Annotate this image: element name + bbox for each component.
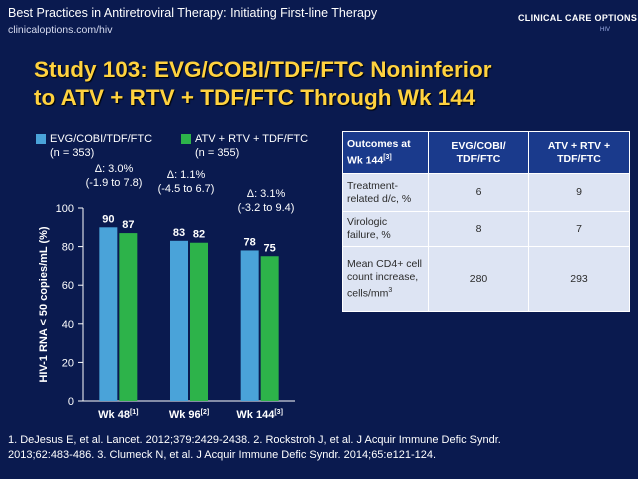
bar-value-label: 87 xyxy=(122,219,134,231)
x-category-label-text: Wk 96 xyxy=(169,409,201,421)
bar xyxy=(170,240,188,401)
x-category-ref: [3] xyxy=(274,409,283,416)
table-cell-value: 6 xyxy=(428,173,529,212)
y-tick-label: 60 xyxy=(62,280,74,292)
table-col2-line2: TDF/FTC xyxy=(557,152,601,165)
bar xyxy=(119,233,138,401)
x-category-label-text: Wk 144 xyxy=(236,409,275,421)
row-label-line1: Treatment- xyxy=(347,179,398,192)
table-cell-label: Virologic failure, % xyxy=(342,211,429,247)
table-cell-value: 280 xyxy=(428,246,529,312)
legend-swatch-atv xyxy=(181,134,191,144)
bar-value-label: 90 xyxy=(102,213,114,225)
delta-annotation: Δ: 1.1% xyxy=(167,169,206,181)
y-axis-label: HIV-1 RNA < 50 copies/mL (%) xyxy=(38,226,50,383)
slide-title-line1: Study 103: EVG/COBI/TDF/FTC Noninferior xyxy=(34,57,492,82)
bar-value-label: 82 xyxy=(193,229,205,241)
table-cell-value: 9 xyxy=(528,173,630,212)
y-tick-label: 0 xyxy=(68,396,74,408)
header-url: clinicaloptions.com/hiv xyxy=(8,24,113,36)
table-cell-value: 8 xyxy=(428,211,529,247)
legend-item-evg: EVG/COBI/TDF/FTC (n = 353) xyxy=(50,132,152,160)
x-category-label: Wk 48[1] xyxy=(98,409,138,421)
row-label-line1: Virologic xyxy=(347,216,388,228)
table-row: Mean CD4+ cell count increase, cells/mm3… xyxy=(342,246,630,312)
x-category-ref: [2] xyxy=(201,409,210,416)
table-row: Virologic failure, % 8 7 xyxy=(342,211,630,247)
table-cell-label: Mean CD4+ cell count increase, cells/mm3 xyxy=(342,246,429,312)
table-cell-label: Treatment- related d/c, % xyxy=(342,173,429,212)
table-header-line1: Outcomes at xyxy=(347,137,411,150)
legend-name-atv: ATV + RTV + TDF/FTC xyxy=(195,133,309,145)
slide-title: Study 103: EVG/COBI/TDF/FTC Noninferior … xyxy=(34,56,634,112)
table-header-outcomes: Outcomes at Wk 144[3] xyxy=(342,131,429,174)
table-header-ref: [3] xyxy=(383,153,392,161)
logo-text: CLINICAL CARE OPTIONS xyxy=(518,13,638,23)
delta-annotation: Δ: 3.0% xyxy=(95,163,134,175)
row-label-line2: failure, % xyxy=(347,229,391,241)
bar xyxy=(190,242,208,401)
delta-annotation: Δ: 3.1% xyxy=(247,188,286,200)
legend-swatch-evg xyxy=(36,134,46,144)
x-category-label: Wk 96[2] xyxy=(169,409,209,421)
footnote-line1: 1. DeJesus E, et al. Lancet. 2012;379:24… xyxy=(8,434,501,446)
outcomes-table: Outcomes at Wk 144[3] EVG/COBI/ TDF/FTC … xyxy=(342,131,630,312)
row-label-line2: cells/mm xyxy=(347,287,389,300)
table-header-line2: Wk 144 xyxy=(347,154,384,167)
x-category-label-text: Wk 48 xyxy=(98,409,130,421)
bar xyxy=(260,256,279,401)
delta-ci-annotation: (-3.2 to 9.4) xyxy=(238,202,295,214)
row-label-sup: 3 xyxy=(388,286,393,294)
table-header-atv: ATV + RTV + TDF/FTC xyxy=(528,131,630,174)
bar xyxy=(240,250,259,401)
y-tick-label: 100 xyxy=(56,203,74,215)
legend-item-atv: ATV + RTV + TDF/FTC (n = 355) xyxy=(195,132,308,160)
logo-subtext: HIV xyxy=(600,27,611,33)
bar xyxy=(99,227,118,401)
x-category-label: Wk 144[3] xyxy=(236,409,282,421)
table-header-evg: EVG/COBI/ TDF/FTC xyxy=(428,131,529,174)
delta-ci-annotation: (-4.5 to 6.7) xyxy=(158,183,215,195)
clinical-care-options-logo: CLINICAL CARE OPTIONS HIV xyxy=(518,9,637,39)
bar-value-label: 83 xyxy=(173,227,185,239)
x-category-ref: [1] xyxy=(130,409,139,416)
legend-n-evg: (n = 353) xyxy=(50,147,95,159)
references-footnote: 1. DeJesus E, et al. Lancet. 2012;379:24… xyxy=(8,433,628,463)
table-col1-line2: TDF/FTC xyxy=(456,152,501,165)
row-label-line1: Mean CD4+ cell count increase, xyxy=(347,257,422,283)
table-col2-line1: ATV + RTV + xyxy=(547,139,611,152)
row-label-line2: related d/c, % xyxy=(347,192,412,205)
y-tick-label: 20 xyxy=(62,357,74,369)
legend-n-atv: (n = 355) xyxy=(195,147,240,159)
table-col1-line1: EVG/COBI/ xyxy=(451,139,506,152)
footnote-line2: 2013;62:483-486. 3. Clumeck N, et al. J … xyxy=(8,449,437,461)
table-cell-value: 7 xyxy=(528,211,630,247)
slide-title-line2: to ATV + RTV + TDF/FTC Through Wk 144 xyxy=(34,85,476,110)
y-tick-label: 80 xyxy=(62,242,74,254)
bar-value-label: 78 xyxy=(244,236,256,248)
delta-ci-annotation: (-1.9 to 7.8) xyxy=(86,177,143,189)
legend-name-evg: EVG/COBI/TDF/FTC xyxy=(50,133,153,145)
table-header-row: Outcomes at Wk 144[3] EVG/COBI/ TDF/FTC … xyxy=(342,131,630,174)
table-cell-value: 293 xyxy=(528,246,630,312)
table-row: Treatment- related d/c, % 6 9 xyxy=(342,173,630,212)
y-tick-label: 40 xyxy=(62,319,74,331)
bar-value-label: 75 xyxy=(264,242,276,254)
header-title: Best Practices in Antiretroviral Therapy… xyxy=(8,6,378,20)
